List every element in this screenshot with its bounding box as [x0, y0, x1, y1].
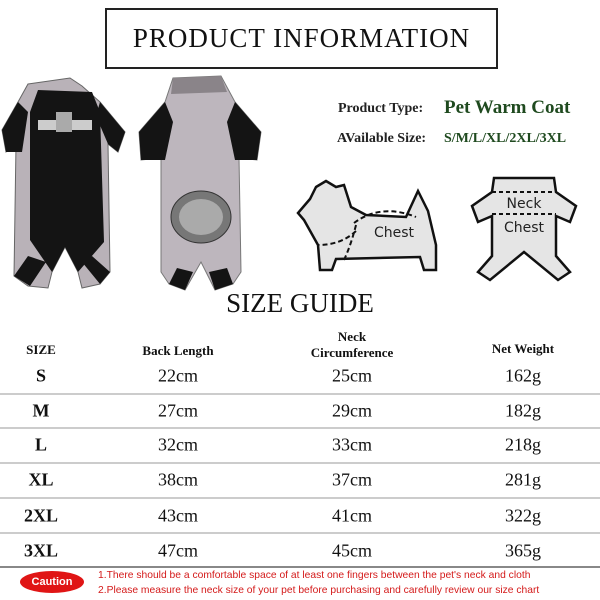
cell-back-length: 32cm: [158, 434, 198, 454]
cell-back-length: 43cm: [158, 505, 198, 525]
product-type-label: Product Type:: [338, 101, 424, 116]
cell-neck-circumference: 41cm: [332, 505, 372, 525]
coat-neck-label: Neck: [507, 196, 543, 212]
row-divider: [0, 566, 600, 568]
cell-net-weight: 365g: [505, 540, 541, 560]
cell-size: M: [32, 400, 50, 420]
cell-size: 2XL: [23, 505, 59, 525]
table-row: S 22cm 25cm 162g: [0, 358, 600, 393]
header-neck-line2: Circumference: [310, 345, 394, 360]
header-back-length: Back Length: [142, 343, 214, 358]
cell-neck-circumference: 45cm: [332, 540, 372, 560]
available-size-value: S/M/L/XL/2XL/3XL: [444, 131, 567, 146]
cell-size: 3XL: [23, 540, 59, 560]
cell-neck-circumference: 29cm: [332, 400, 372, 420]
row-divider: [0, 532, 600, 534]
cell-size: L: [34, 434, 48, 454]
row-divider: [0, 497, 600, 499]
coat-back-image: [138, 75, 262, 291]
caution-badge: Caution: [20, 571, 84, 593]
cell-net-weight: 218g: [505, 434, 541, 454]
header-size: SIZE: [26, 342, 56, 357]
dog-chest-diagram: Chest: [296, 179, 438, 272]
coat-chest-label: Chest: [504, 220, 545, 236]
row-divider: [0, 393, 600, 395]
cell-net-weight: 182g: [505, 400, 541, 420]
dog-chest-label: Chest: [374, 225, 415, 241]
table-row: XL 38cm 37cm 281g: [0, 462, 600, 497]
cell-net-weight: 322g: [505, 505, 541, 525]
row-divider: [0, 462, 600, 464]
cell-net-weight: 281g: [505, 469, 541, 489]
row-divider: [0, 427, 600, 429]
table-row: 2XL 43cm 41cm 322g: [0, 498, 600, 533]
available-size-label: AVailable Size:: [337, 131, 427, 146]
header-neck-line1: Neck: [337, 329, 367, 344]
cell-neck-circumference: 25cm: [332, 365, 372, 385]
cell-size: XL: [28, 469, 54, 489]
page-title: PRODUCT INFORMATION: [105, 8, 498, 69]
header-neck-circumference: Neck Circumference: [311, 329, 394, 361]
table-row: 3XL 47cm 45cm 365g: [0, 533, 600, 568]
header-net-weight: Net Weight: [491, 341, 555, 356]
table-row: M 27cm 29cm 182g: [0, 393, 600, 428]
cell-net-weight: 162g: [505, 365, 541, 385]
cell-size: S: [35, 365, 47, 385]
caution-note-1: 1.There should be a comfortable space of…: [98, 570, 531, 581]
coat-measure-diagram: Neck Chest: [470, 176, 578, 282]
size-guide-title: SIZE GUIDE: [226, 288, 374, 318]
product-type-value: Pet Warm Coat: [444, 97, 571, 118]
cell-back-length: 27cm: [158, 400, 198, 420]
table-row: L 32cm 33cm 218g: [0, 427, 600, 462]
cell-neck-circumference: 33cm: [332, 434, 372, 454]
cell-back-length: 38cm: [158, 469, 198, 489]
cell-back-length: 47cm: [158, 540, 198, 560]
cell-neck-circumference: 37cm: [332, 469, 372, 489]
cell-back-length: 22cm: [158, 365, 198, 385]
caution-note-2: 2.Please measure the neck size of your p…: [98, 585, 540, 596]
coat-front-image: [1, 77, 126, 289]
